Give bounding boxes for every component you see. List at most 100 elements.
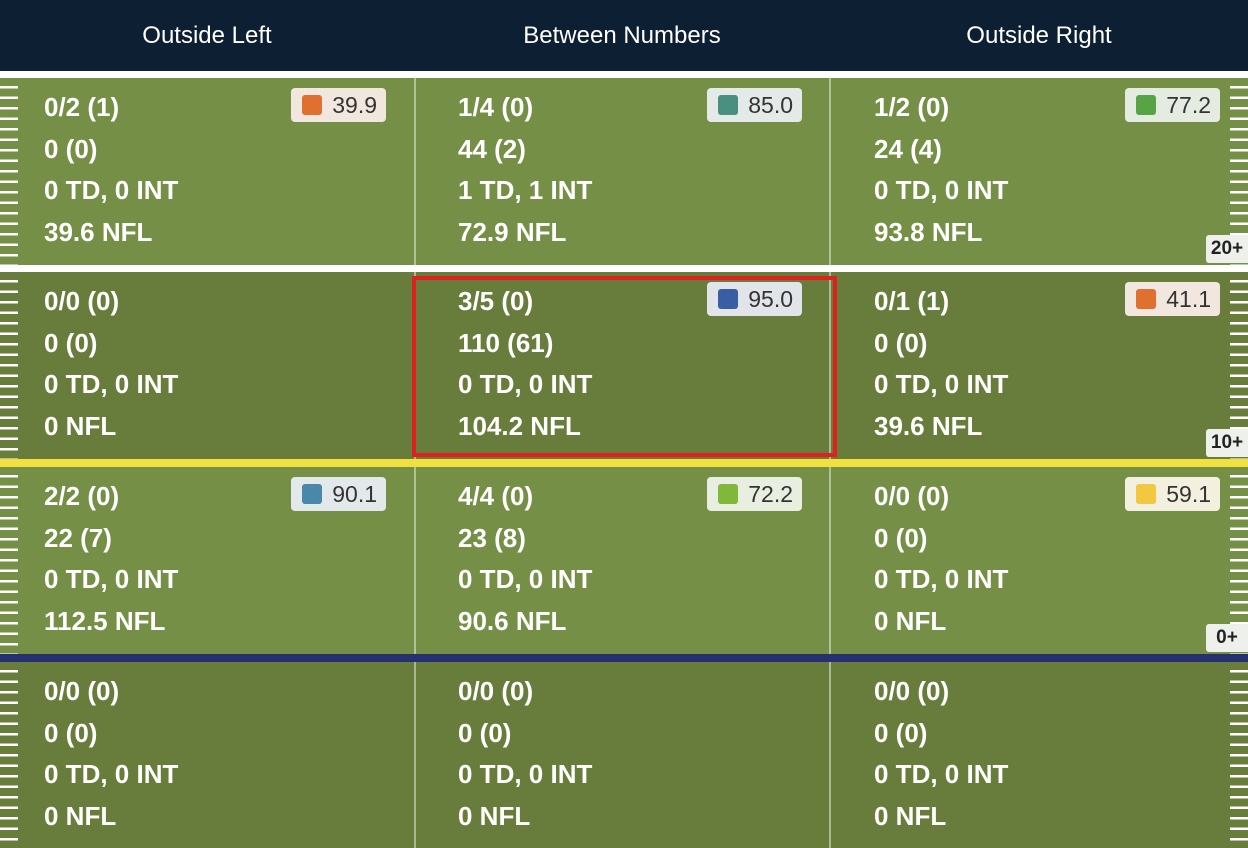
row-label: 20+ [1206,235,1248,263]
stat-line: 0 (0) [44,133,98,164]
stat-line: 0 NFL [44,410,117,441]
stat-line: 0 TD, 0 INT [874,175,1009,205]
header [0,0,1248,71]
grade-value: 72.2 [748,480,793,507]
stat-line: 0 TD, 0 INT [458,564,593,594]
stat-line: 104.2 NFL [458,410,581,441]
stat-line: 0 TD, 0 INT [874,564,1009,594]
stat-line: 0 (0) [44,327,98,358]
grade-badge: 39.9 [291,88,386,122]
stat-line: 0 (0) [874,522,928,553]
hash-marks [0,78,18,265]
grade-value: 59.1 [1166,480,1211,507]
stat-line: 0 TD, 0 INT [874,759,1009,789]
zone-row [0,78,1248,265]
row-label: 0+ [1206,624,1248,652]
grade-swatch [1136,289,1157,309]
zone-row [0,272,1248,459]
grade-swatch [718,95,739,115]
stat-line: 1/2 (0) [874,92,950,122]
grade-badge: 41.1 [1125,282,1220,316]
stat-line: 93.8 NFL [874,216,983,247]
stat-line: 0 (0) [44,717,98,748]
grade-value: 41.1 [1166,285,1211,312]
stat-line: 44 (2) [458,133,526,164]
grade-value: 39.9 [332,91,377,118]
column-divider [829,272,831,459]
hash-marks [1230,662,1248,848]
hash-marks [1230,272,1248,459]
stat-line: 0 (0) [874,717,928,748]
stat-line: 0 (0) [874,327,928,358]
grade-badge: 85.0 [707,88,802,122]
hash-marks [1230,467,1248,654]
stat-line: 0 TD, 0 INT [44,369,179,399]
stat-line: 24 (4) [874,133,942,164]
stat-line: 72.9 NFL [458,216,567,247]
stat-line: 22 (7) [44,522,112,553]
stat-line: 4/4 (0) [458,481,534,511]
grade-badge: 77.2 [1125,88,1220,122]
stat-line: 39.6 NFL [874,410,983,441]
stat-line: 0 TD, 0 INT [458,369,593,399]
stat-line: 0/1 (1) [874,286,950,316]
stat-line: 112.5 NFL [44,605,166,636]
stat-line: 0 TD, 0 INT [44,564,179,594]
stat-line: 1/4 (0) [458,92,534,122]
hash-marks [0,467,18,654]
grade-swatch [1136,95,1157,115]
stat-line: 2/2 (0) [44,481,120,511]
grade-swatch [1136,484,1157,504]
column-header: Outside Right [966,22,1112,49]
stat-line: 0 (0) [458,717,512,748]
grade-badge: 95.0 [707,282,802,316]
hash-marks [0,272,18,459]
grade-swatch [718,289,739,309]
stat-line: 0/0 (0) [874,481,950,511]
grade-swatch [718,484,739,504]
stat-line: 90.6 NFL [458,605,567,636]
grade-value: 85.0 [748,91,793,118]
hash-marks [1230,78,1248,265]
stat-line: 0 TD, 0 INT [458,759,593,789]
stat-line: 0/0 (0) [458,676,534,706]
yard-line [0,654,1248,662]
column-divider [829,467,831,654]
stat-line: 0/0 (0) [44,286,120,316]
stat-line: 0 NFL [874,800,947,831]
column-divider [414,467,416,654]
grade-value: 90.1 [332,480,377,507]
stat-line: 110 (61) [458,327,554,358]
stat-line: 1 TD, 1 INT [458,175,593,205]
grade-value: 77.2 [1166,91,1211,118]
stat-line: 0 NFL [874,605,947,636]
yard-line [0,71,1248,78]
grade-badge: 72.2 [707,477,802,511]
grade-badge: 59.1 [1125,477,1220,511]
grade-swatch [302,484,323,504]
grade-swatch [302,95,323,115]
zone-row [0,662,1248,848]
stat-line: 3/5 (0) [458,286,534,316]
stat-line: 0/0 (0) [44,676,120,706]
yard-line [0,459,1248,467]
grade-value: 95.0 [748,285,793,312]
stat-line: 0/0 (0) [874,676,950,706]
column-header: Outside Left [142,22,272,49]
stat-line: 0 TD, 0 INT [44,759,179,789]
yard-line [0,265,1248,272]
column-header: Between Numbers [523,22,721,49]
row-label: 10+ [1206,429,1248,457]
column-divider [829,78,831,265]
selected-cell [412,276,837,457]
grade-badge: 90.1 [291,477,386,511]
column-divider [414,662,416,848]
stat-line: 0 TD, 0 INT [44,175,179,205]
column-divider [414,78,416,265]
stat-line: 23 (8) [458,522,526,553]
hash-marks [0,662,18,848]
stat-line: 0/2 (1) [44,92,120,122]
stat-line: 0 TD, 0 INT [874,369,1009,399]
zone-row [0,467,1248,654]
